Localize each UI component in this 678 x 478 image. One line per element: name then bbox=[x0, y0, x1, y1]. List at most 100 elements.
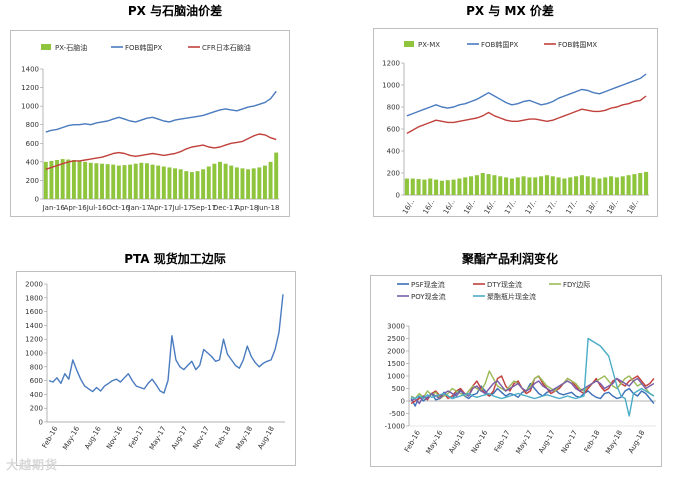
bar-PX-MX bbox=[451, 179, 456, 195]
bar-PX-MX bbox=[422, 179, 427, 195]
bar-PX-MX bbox=[486, 174, 491, 195]
bar-PX-MX bbox=[591, 177, 596, 195]
bar-PX-MX bbox=[614, 177, 619, 195]
series-line-FOB韩国MX bbox=[406, 95, 647, 135]
chart4-panel: -1000 -500 0 500 1000 1500 2000 2500 3000 Feb-16 M… bbox=[370, 275, 662, 467]
series-line-POY现金流 bbox=[410, 377, 655, 405]
y-tick-label: 1000 bbox=[387, 373, 405, 381]
y-tick-label: 0 bbox=[35, 196, 39, 204]
bar-PX-石脑油 bbox=[150, 164, 155, 199]
bar-PX-MX bbox=[445, 180, 450, 195]
legend-label: POY现金流 bbox=[411, 292, 446, 301]
bar-PX-MX bbox=[626, 175, 631, 195]
y-tick-label: 1000 bbox=[25, 350, 43, 358]
series-line-FDY边际 bbox=[410, 370, 655, 400]
y-tick-label: 500 bbox=[392, 385, 405, 393]
bar-PX-石脑油 bbox=[116, 165, 121, 199]
bar-PX-石脑油 bbox=[156, 165, 161, 199]
x-tick-label: Oct-16 bbox=[106, 204, 130, 212]
bar-PX-MX bbox=[480, 173, 485, 195]
bar-PX-石脑油 bbox=[223, 163, 228, 199]
x-tick-label: 18/.. bbox=[585, 198, 600, 216]
y-tick-label: 800 bbox=[30, 363, 43, 371]
bar-PX-MX bbox=[544, 175, 549, 195]
x-tick-label: Nov-16 bbox=[105, 425, 125, 451]
bar-PX-石脑油 bbox=[195, 171, 200, 199]
bar-PX-石脑油 bbox=[49, 160, 54, 199]
y-tick-label: 0 bbox=[401, 398, 405, 406]
x-tick-label: 17/.. bbox=[524, 198, 539, 216]
bar-PX-石脑油 bbox=[144, 163, 149, 199]
bar-PX-石脑油 bbox=[212, 163, 217, 199]
bar-PX-MX bbox=[416, 179, 421, 195]
watermark: 大越期货 bbox=[6, 458, 59, 472]
chart3-panel: 0 200 400 600 800 1000 1200 1400 1600 1800 2000 Feb… bbox=[16, 271, 296, 466]
y-tick-label: 2000 bbox=[387, 348, 405, 356]
x-tick-label: May-16 bbox=[61, 425, 81, 452]
x-tick-label: Feb-17 bbox=[493, 429, 512, 454]
bar-PX-石脑油 bbox=[161, 166, 166, 199]
bar-PX-MX bbox=[632, 174, 637, 195]
bar-PX-石脑油 bbox=[43, 161, 48, 199]
bar-PX-石脑油 bbox=[83, 161, 88, 199]
x-tick-label: Aug-16 bbox=[447, 429, 467, 455]
bar-PX-MX bbox=[533, 177, 538, 195]
y-tick-label: 1000 bbox=[21, 103, 39, 111]
x-tick-label: 18/.. bbox=[626, 198, 641, 216]
bar-PX-石脑油 bbox=[167, 167, 172, 199]
bar-PX-石脑油 bbox=[178, 169, 183, 199]
y-tick-label: 600 bbox=[30, 377, 43, 385]
y-tick-label: 400 bbox=[26, 158, 39, 166]
bar-PX-石脑油 bbox=[55, 160, 60, 199]
bar-PX-石脑油 bbox=[122, 165, 127, 199]
bar-PX-MX bbox=[509, 178, 514, 195]
chart3-title: PTA 现货加工边际 bbox=[124, 252, 226, 266]
bar-PX-MX bbox=[515, 177, 520, 195]
bar-PX-MX bbox=[492, 175, 497, 195]
y-tick-label: 800 bbox=[26, 121, 39, 129]
bar-PX-石脑油 bbox=[77, 160, 82, 199]
bar-PX-石脑油 bbox=[139, 162, 144, 199]
bar-PX-石脑油 bbox=[234, 167, 239, 199]
x-tick-label: Feb-16 bbox=[41, 425, 60, 450]
legend-label: FOB韩国PX bbox=[125, 43, 163, 52]
bar-PX-石脑油 bbox=[105, 164, 110, 199]
legend-label: 聚酯瓶片现金流 bbox=[487, 292, 536, 301]
bar-PX-石脑油 bbox=[206, 166, 211, 199]
legend-label: DTY现金流 bbox=[487, 280, 522, 289]
y-tick-label: 1400 bbox=[21, 66, 39, 74]
bar-PX-MX bbox=[585, 176, 590, 195]
x-tick-label: 16/.. bbox=[401, 198, 416, 216]
bar-PX-MX bbox=[620, 176, 625, 195]
y-tick-label: 200 bbox=[26, 177, 39, 185]
bar-PX-石脑油 bbox=[189, 172, 194, 199]
y-tick-label: -500 bbox=[389, 410, 405, 418]
x-tick-label: Aug-18 bbox=[256, 425, 275, 451]
bar-PX-MX bbox=[434, 179, 439, 195]
series-line-FOB韩国PX bbox=[45, 90, 277, 133]
bar-PX-MX bbox=[562, 178, 567, 195]
legend-label: CFR日本石脑油 bbox=[202, 43, 251, 52]
bar-PX-MX bbox=[463, 177, 468, 195]
bar-PX-MX bbox=[574, 176, 579, 195]
x-tick-label: Nov-17 bbox=[560, 429, 579, 455]
bar-PX-石脑油 bbox=[240, 168, 245, 199]
y-tick-label: 1400 bbox=[25, 322, 43, 330]
bar-PX-石脑油 bbox=[100, 163, 104, 199]
x-tick-label: Aug-17 bbox=[170, 425, 189, 451]
x-tick-label: Jan-17 bbox=[127, 204, 150, 212]
bar-PX-石脑油 bbox=[184, 171, 189, 199]
bar-PX-MX bbox=[410, 178, 415, 195]
bar-PX-石脑油 bbox=[262, 165, 267, 199]
legend-label: PX-MX bbox=[418, 41, 440, 49]
x-tick-label: May-17 bbox=[514, 429, 534, 455]
bar-PX-MX bbox=[439, 180, 444, 195]
x-tick-label: 16/.. bbox=[442, 198, 457, 216]
x-tick-label: May-17 bbox=[148, 425, 168, 451]
x-tick-label: May-16 bbox=[425, 429, 445, 456]
bar-PX-石脑油 bbox=[268, 161, 273, 199]
x-tick-label: Jan-16 bbox=[42, 204, 66, 212]
x-tick-label: 17/.. bbox=[503, 198, 518, 216]
chart2-title: PX 与 MX 价差 bbox=[466, 4, 554, 18]
